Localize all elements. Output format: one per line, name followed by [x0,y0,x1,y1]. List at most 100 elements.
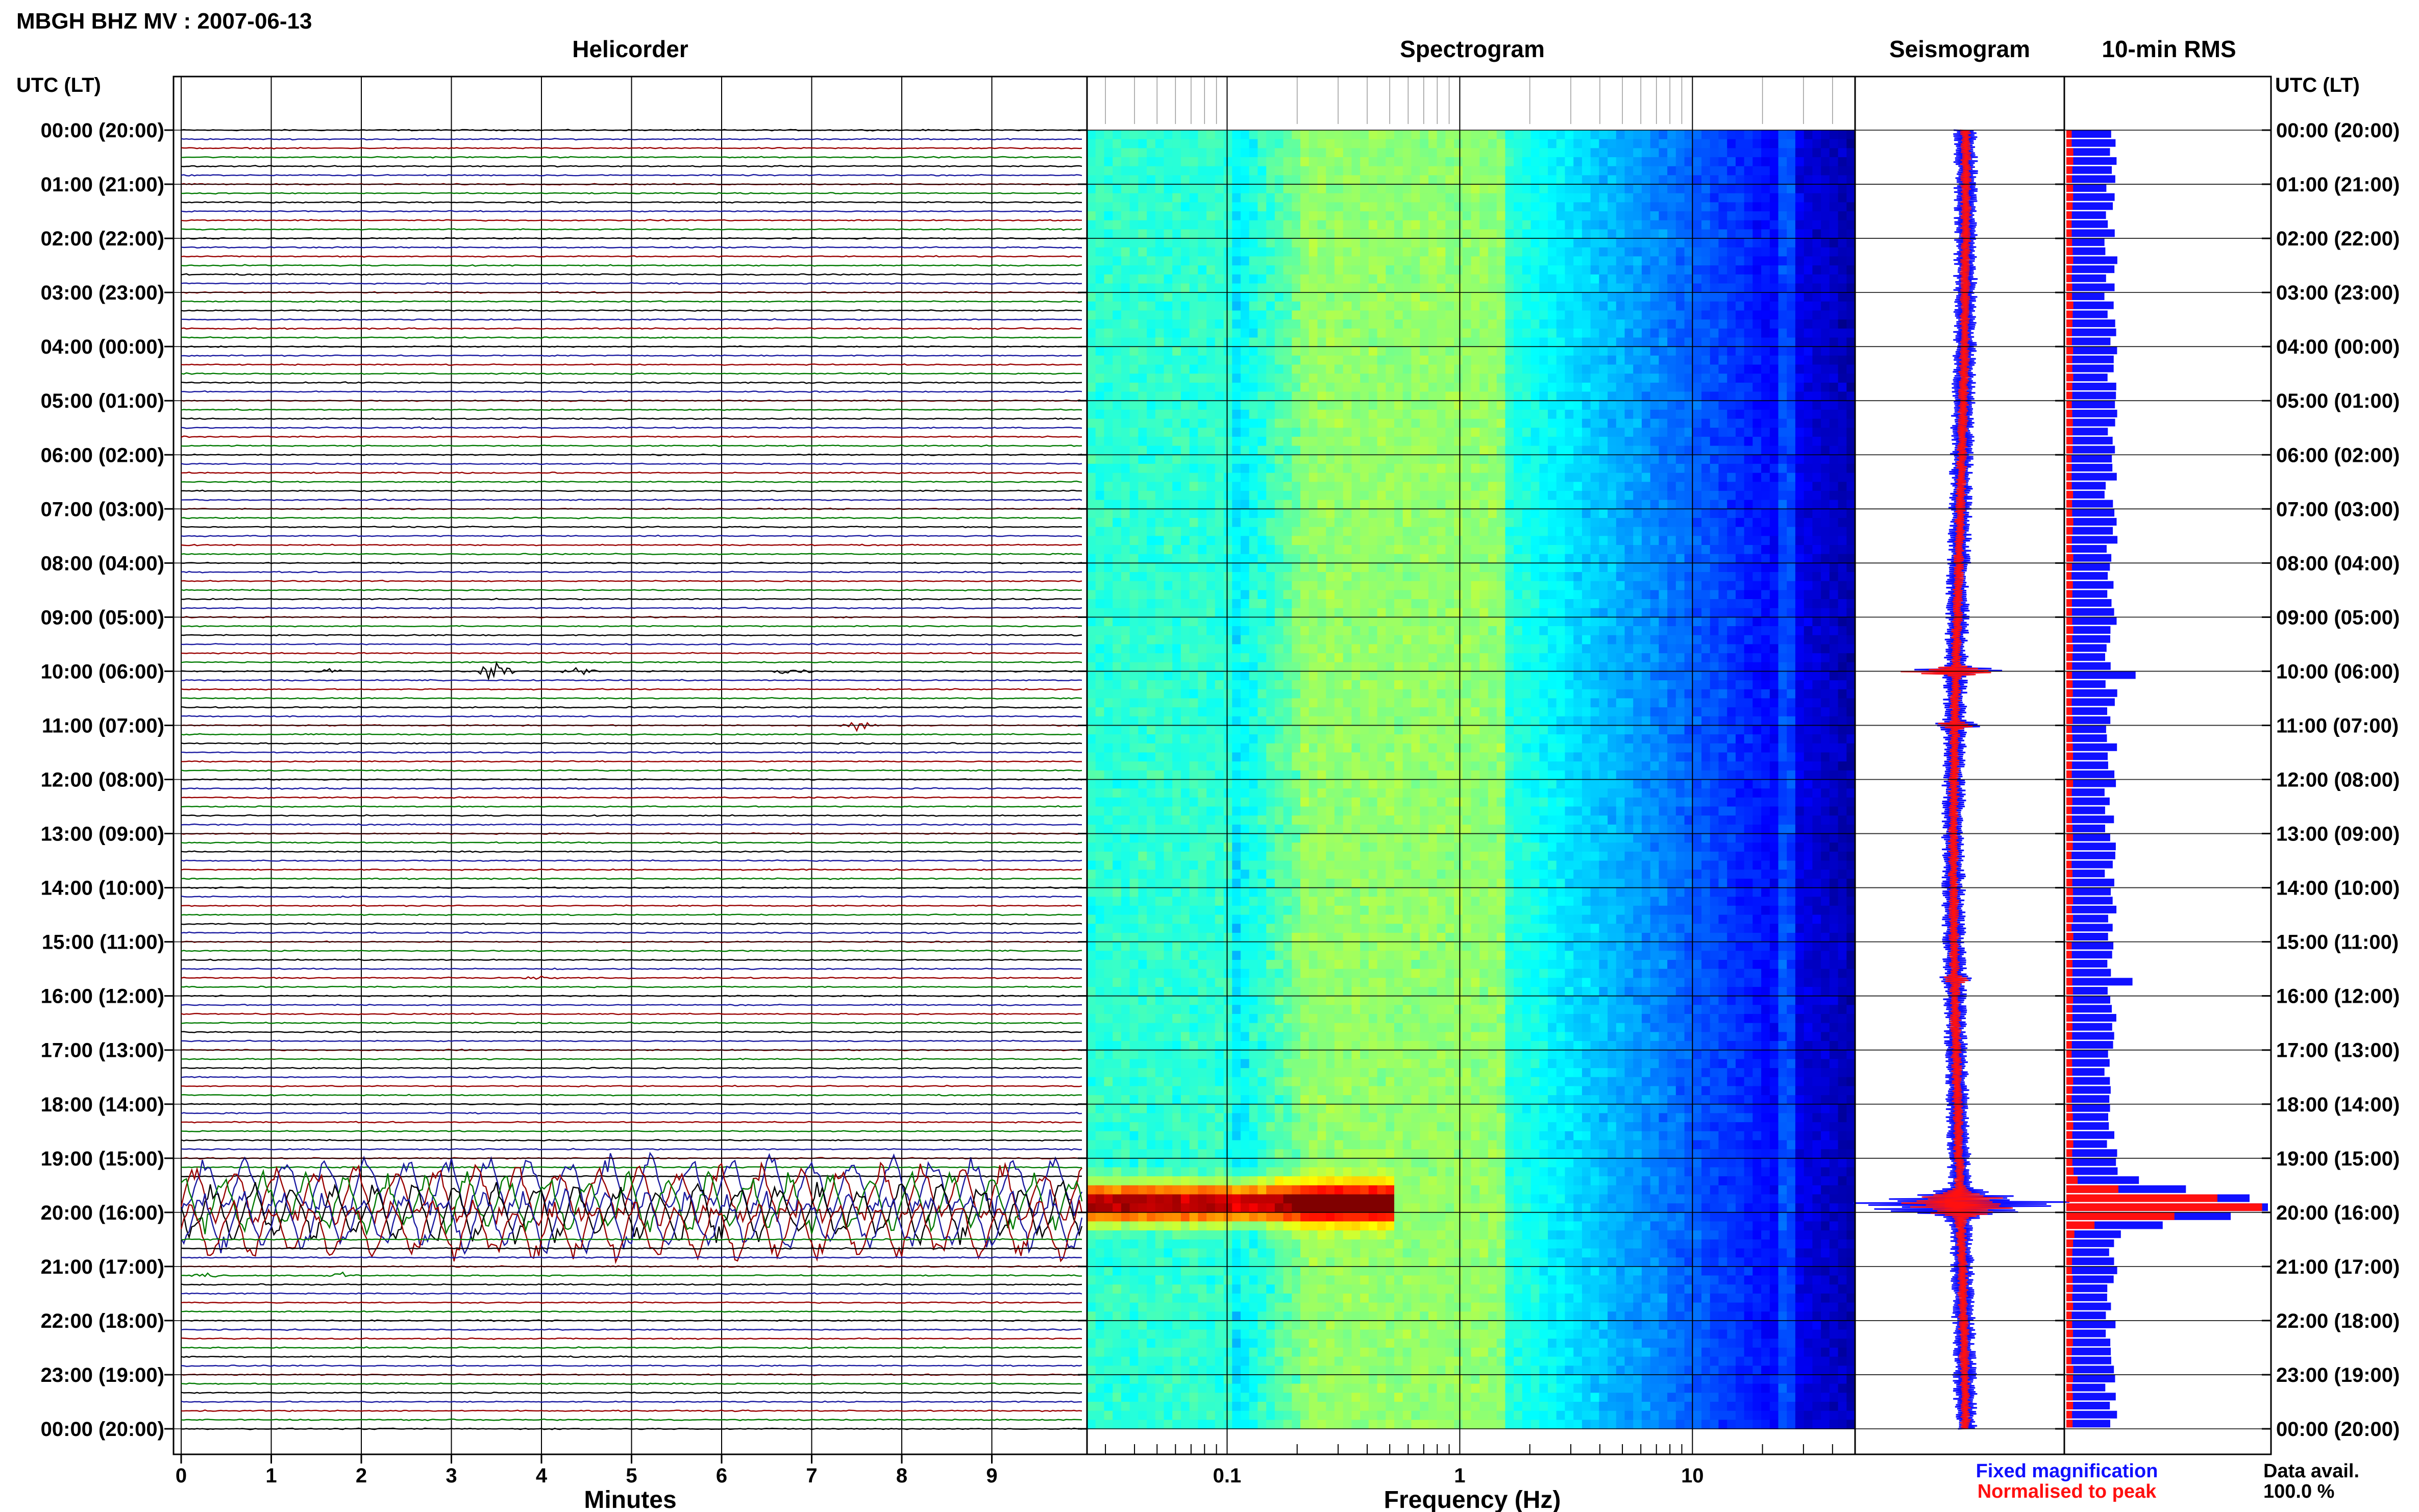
spectrogram-cell [1300,391,1310,401]
spectrogram-cell [1633,229,1642,239]
spectrogram-cell [1633,166,1642,176]
spectrogram-cell [1590,247,1599,257]
spectrogram-cell [1539,328,1548,338]
spectrogram-cell [1087,590,1096,600]
spectrogram-cell [1172,428,1181,437]
spectrogram-cell [1437,211,1446,221]
spectrogram-cell [1650,563,1659,573]
spectrogram-cell [1667,572,1676,582]
spectrogram-cell [1727,590,1736,600]
spectrogram-cell [1769,337,1779,347]
spectrogram-cell [1727,581,1736,590]
spectrogram-cell [1198,229,1207,239]
spectrogram-cell [1710,482,1719,491]
spectrogram-cell [1292,581,1301,590]
spectrogram-cell [1164,148,1173,158]
spectrogram-cell [1292,220,1301,230]
spectrogram-cell [1701,581,1711,590]
spectrogram-cell [1838,463,1847,474]
spectrogram-cell [1180,130,1190,140]
spectrogram-cell [1667,319,1676,329]
spectrogram-cell [1309,220,1318,230]
spectrogram-cell [1590,436,1599,447]
spectrogram-cell [1616,157,1625,167]
spectrogram-cell [1394,256,1403,266]
spectrogram-cell [1675,545,1685,555]
spectrogram-cell [1479,310,1489,320]
spectrogram-cell [1266,536,1275,546]
spectrogram-cell [1249,536,1258,546]
spectrogram-cell [1633,527,1642,536]
spectrogram-cell [1514,572,1523,582]
spectrogram-cell [1377,490,1386,501]
spectrogram-cell [1514,490,1523,501]
spectrogram-cell [1565,482,1574,491]
spectrogram-cell [1274,418,1284,428]
spectrogram-cell [1129,364,1139,374]
spectrogram-cell [1735,545,1745,555]
spectrogram-cell [1164,563,1173,573]
spectrogram-cell [1727,473,1736,482]
spectrogram-cell [1386,536,1395,546]
spectrogram-cell [1471,247,1480,257]
spectrogram-cell [1556,148,1565,158]
spectrogram-cell [1599,409,1608,419]
spectrogram-cell [1675,274,1685,284]
spectrogram-cell [1232,256,1241,266]
spectrogram-cell [1368,536,1378,546]
spectrogram-cell [1283,148,1292,158]
spectrogram-cell [1198,554,1207,563]
spectrogram-cell [1701,139,1711,148]
spectrogram-cell [1846,364,1856,374]
spectrogram-cell [1394,274,1403,284]
spectrogram-cell [1633,428,1642,437]
spectrogram-cell [1147,455,1156,464]
spectrogram-cell [1172,166,1181,176]
spectrogram-cell [1539,175,1548,185]
spectrogram-cell [1274,130,1284,140]
spectrogram-cell [1215,391,1224,401]
spectrogram-cell [1334,463,1344,474]
spectrogram-cell [1727,328,1736,338]
spectrogram-cell [1121,130,1130,140]
spectrogram-cell [1710,238,1719,248]
spectrogram-cell [1180,500,1190,509]
spectrogram-cell [1147,563,1156,573]
spectrogram-cell [1496,473,1505,482]
spectrogram-cell [1172,445,1181,455]
spectrogram-cell [1326,166,1335,176]
spectrogram-cell [1428,202,1438,212]
spectrogram-cell [1650,220,1659,230]
spectrogram-cell [1608,418,1617,428]
spectrogram-cell [1198,374,1207,383]
spectrogram-cell [1804,382,1813,392]
spectrogram-cell [1300,463,1310,474]
spectrogram-cell [1710,175,1719,185]
spectrogram-cell [1147,148,1156,158]
spectrogram-cell [1514,247,1523,257]
spectrogram-cell [1471,220,1480,230]
spectrogram-cell [1829,130,1839,140]
spectrogram-cell [1437,545,1446,555]
spectrogram-cell [1693,148,1702,158]
spectrogram-cell [1505,482,1514,491]
spectrogram-cell [1573,545,1583,555]
spectrogram-cell [1138,590,1147,600]
spectrogram-cell [1769,310,1779,320]
spectrogram-cell [1667,436,1676,447]
spectrogram-cell [1752,374,1762,383]
spectrogram-cell [1608,473,1617,482]
spectrogram-cell [1368,490,1378,501]
helicorder-trace [181,769,1082,772]
spectrogram-cell [1180,374,1190,383]
spectrogram-cell [1505,401,1514,410]
spectrogram-cell [1522,536,1532,546]
spectrogram-cell [1172,139,1181,148]
spectrogram-cell [1155,590,1165,600]
spectrogram-cell [1428,409,1438,419]
spectrogram-cell [1812,193,1821,203]
spectrogram-cell [1701,319,1711,329]
spectrogram-cell [1718,139,1727,148]
spectrogram-cell [1121,401,1130,410]
spectrogram-cell [1189,355,1198,365]
